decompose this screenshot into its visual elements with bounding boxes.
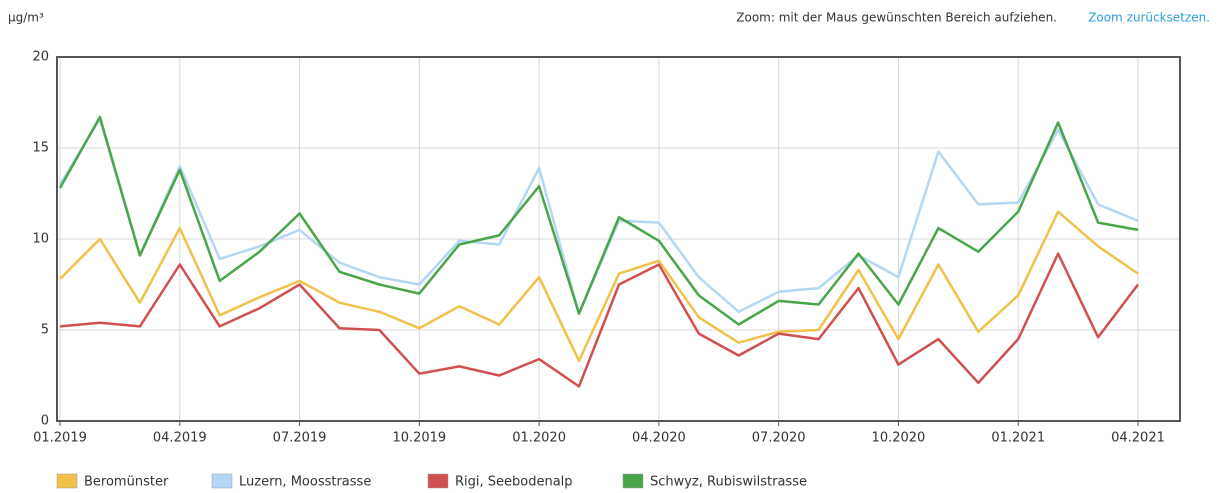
legend-label: Beromünster: [84, 475, 169, 490]
x-tick-label: 04.2019: [153, 431, 207, 446]
y-tick-label: 10: [32, 232, 49, 247]
x-tick-label: 04.2021: [1111, 431, 1165, 446]
y-axis-label: µg/m³: [8, 11, 44, 25]
legend-label: Luzern, Moosstrasse: [239, 475, 371, 490]
y-tick-label: 0: [41, 414, 49, 429]
x-tick-label: 10.2019: [392, 431, 446, 446]
x-tick-label: 07.2020: [752, 431, 806, 446]
legend-swatch: [427, 473, 449, 489]
series-line: [58, 115, 1139, 326]
legend-swatch: [622, 473, 644, 489]
legend-label: Rigi, Seebodenalp: [455, 475, 573, 490]
legend-swatch: [56, 473, 78, 489]
x-tick-label: 07.2019: [273, 431, 327, 446]
x-tick-label: 01.2019: [33, 431, 87, 446]
x-tick-label: 01.2020: [512, 431, 566, 446]
series-line: [59, 252, 1139, 388]
y-tick-label: 5: [41, 323, 49, 338]
x-tick-label: 01.2021: [991, 431, 1045, 446]
x-tick-label: 10.2020: [872, 431, 926, 446]
y-tick-label: 15: [32, 141, 49, 156]
legend-swatch: [211, 473, 233, 489]
zoom-hint: Zoom: mit der Maus gewünschten Bereich a…: [736, 11, 1057, 25]
zoom-reset-link[interactable]: Zoom zurücksetzen.: [1088, 11, 1210, 25]
x-tick-label: 04.2020: [632, 431, 686, 446]
legend-label: Schwyz, Rubiswilstrasse: [650, 475, 807, 490]
plot-frame: [56, 56, 1181, 422]
y-tick-label: 20: [32, 50, 49, 65]
series-line: [59, 210, 1139, 363]
